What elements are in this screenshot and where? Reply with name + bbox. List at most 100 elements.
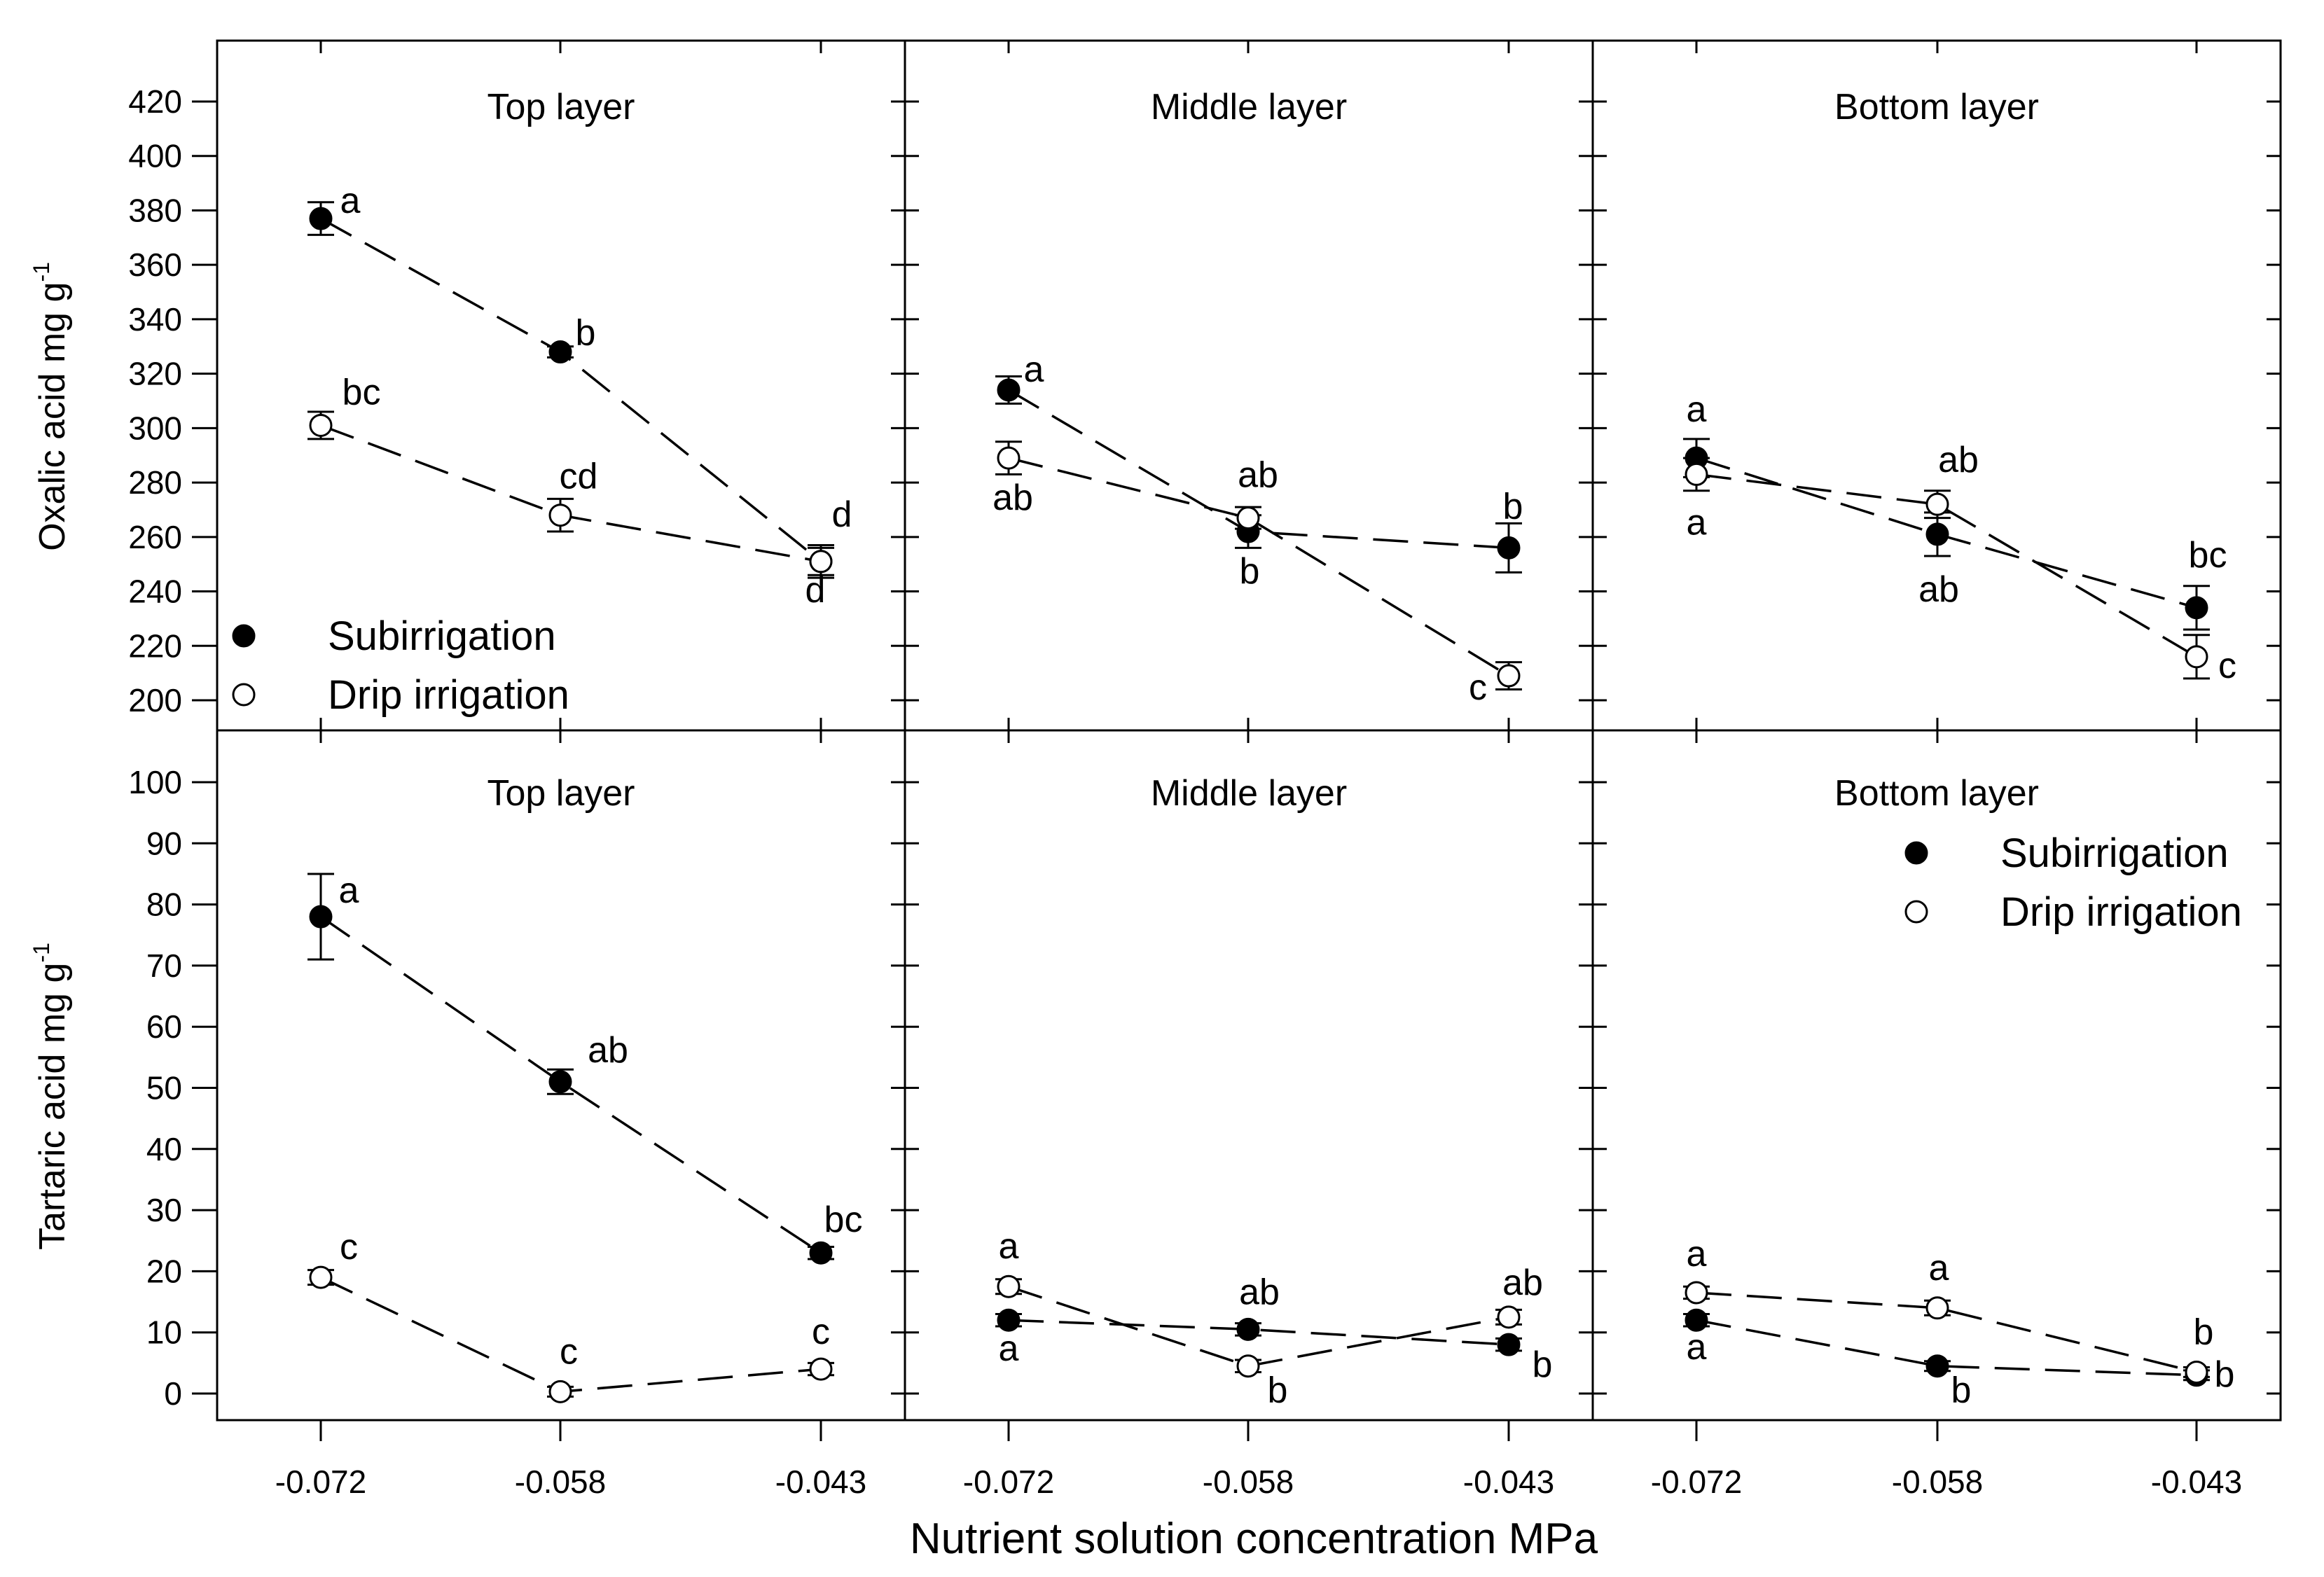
significance-letter: a [1687, 389, 1707, 430]
drip-irrigation-point [2185, 645, 2208, 669]
subirrigation-point [809, 1241, 833, 1265]
x-tick-label: -0.072 [1651, 1464, 1742, 1500]
drip-irrigation-series-line [1696, 1291, 2197, 1374]
subirrigation-point [309, 207, 333, 230]
y-tick-label: 20 [146, 1253, 182, 1289]
significance-letter: b [1951, 1370, 1972, 1411]
y-tick-label: 240 [128, 574, 182, 610]
panel-title: Bottom layer [1834, 87, 2039, 127]
y-axis-title: Tartaric acid mg g-1 [29, 943, 73, 1250]
drip-irrigation-series-line [1696, 473, 2197, 658]
drip-irrigation-point [1497, 664, 1521, 688]
significance-letter: b [1533, 1345, 1553, 1385]
x-tick-label: -0.058 [1892, 1464, 1983, 1500]
drip-irrigation-point [997, 1274, 1021, 1298]
x-tick-label: -0.043 [1463, 1464, 1554, 1500]
y-tick-label: 10 [146, 1314, 182, 1351]
significance-letter: a [1024, 349, 1044, 390]
drip-irrigation-point [1685, 462, 1708, 486]
y-tick-label: 400 [128, 138, 182, 174]
significance-letter: c [1469, 667, 1487, 708]
drip-irrigation-point [548, 503, 572, 527]
significance-letter: ab [992, 478, 1033, 518]
subirrigation-series-line [1696, 1319, 2197, 1377]
significance-letter: c [560, 1331, 578, 1372]
significance-letter: c [812, 1312, 830, 1352]
subirrigation-point [548, 340, 572, 364]
y-tick-label: 40 [146, 1131, 182, 1167]
subirrigation-point [1925, 1354, 1949, 1378]
y-tick-label: 340 [128, 301, 182, 338]
x-tick-label: -0.043 [775, 1464, 866, 1500]
panel-frame-r0-c2 [1591, 39, 2282, 732]
legend-marker [1904, 841, 1928, 865]
y-tick-label: 300 [128, 410, 182, 446]
significance-letter: bc [2189, 535, 2227, 576]
significance-letter: ab [1918, 569, 1959, 610]
significance-letter: c [2218, 646, 2236, 686]
drip-irrigation-point [1925, 1296, 1949, 1320]
x-axis-title: Nutrient solution concentration MPa [910, 1515, 1598, 1563]
drip-irrigation-point [309, 1265, 333, 1289]
x-tick-label: -0.072 [275, 1464, 366, 1500]
significance-letter: bc [343, 372, 381, 412]
significance-letter: b [1240, 551, 1260, 592]
x-tick-label: -0.072 [963, 1464, 1054, 1500]
significance-letter: c [340, 1227, 358, 1267]
y-axis-title-superscript: -1 [29, 943, 54, 962]
y-tick-label: 320 [128, 356, 182, 392]
legend-marker [1904, 900, 1928, 924]
y-tick-label: 50 [146, 1070, 182, 1106]
subirrigation-point [1497, 1333, 1521, 1356]
labels: 200220240260280300320340360380400420Oxal… [29, 83, 2242, 1500]
significance-letter: a [1687, 1234, 1707, 1274]
axes [192, 41, 2281, 1441]
subirrigation-series-line [1008, 1319, 1509, 1346]
significance-letter: d [832, 494, 852, 535]
y-tick-label: 200 [128, 682, 182, 718]
subirrigation-point [1497, 536, 1521, 560]
panel-title: Middle layer [1151, 773, 1347, 814]
y-tick-label: 360 [128, 246, 182, 283]
y-tick-label: 420 [128, 83, 182, 120]
significance-letter: a [999, 1328, 1019, 1369]
significance-letter: a [1687, 1327, 1707, 1368]
significance-letter: bc [824, 1200, 863, 1240]
y-tick-label: 0 [164, 1375, 182, 1412]
y-tick-label: 90 [146, 825, 182, 861]
y-tick-label: 380 [128, 192, 182, 228]
y-tick-label: 260 [128, 519, 182, 555]
significance-letter: b [1268, 1370, 1288, 1411]
y-tick-label: 30 [146, 1192, 182, 1228]
drip-irrigation-point [309, 413, 333, 437]
drip-irrigation-point [1497, 1305, 1521, 1329]
y-tick-label: 70 [146, 947, 182, 984]
significance-letter: a [339, 870, 359, 911]
subirrigation-point [309, 905, 333, 929]
panel-title: Bottom layer [1834, 773, 2039, 814]
y-axis-title-superscript: -1 [29, 262, 54, 282]
significance-letter: a [999, 1226, 1019, 1267]
significance-letter: b [1503, 486, 1523, 527]
drip-irrigation-point [1236, 1354, 1260, 1378]
subirrigation-point [1685, 1308, 1708, 1332]
significance-letter: a [340, 181, 361, 221]
drip-irrigation-point [809, 1357, 833, 1381]
y-tick-label: 60 [146, 1008, 182, 1045]
legend-marker [232, 683, 256, 707]
panel-title: Top layer [487, 87, 635, 127]
drip-irrigation-point [997, 446, 1021, 470]
y-tick-label: 100 [128, 764, 182, 800]
subirrigation-point [997, 378, 1021, 402]
x-tick-label: -0.058 [515, 1464, 606, 1500]
significance-letter: b [2215, 1354, 2235, 1395]
significance-letter: b [2194, 1312, 2214, 1352]
significance-letter: ab [1938, 440, 1979, 480]
significance-letter: a [1687, 502, 1707, 543]
x-tick-label: -0.043 [2151, 1464, 2242, 1500]
drip-irrigation-point [1236, 506, 1260, 530]
y-axis-title: Oxalic acid mg g-1 [29, 262, 73, 551]
drip-irrigation-point [1685, 1281, 1708, 1305]
x-tick-label: -0.058 [1203, 1464, 1294, 1500]
